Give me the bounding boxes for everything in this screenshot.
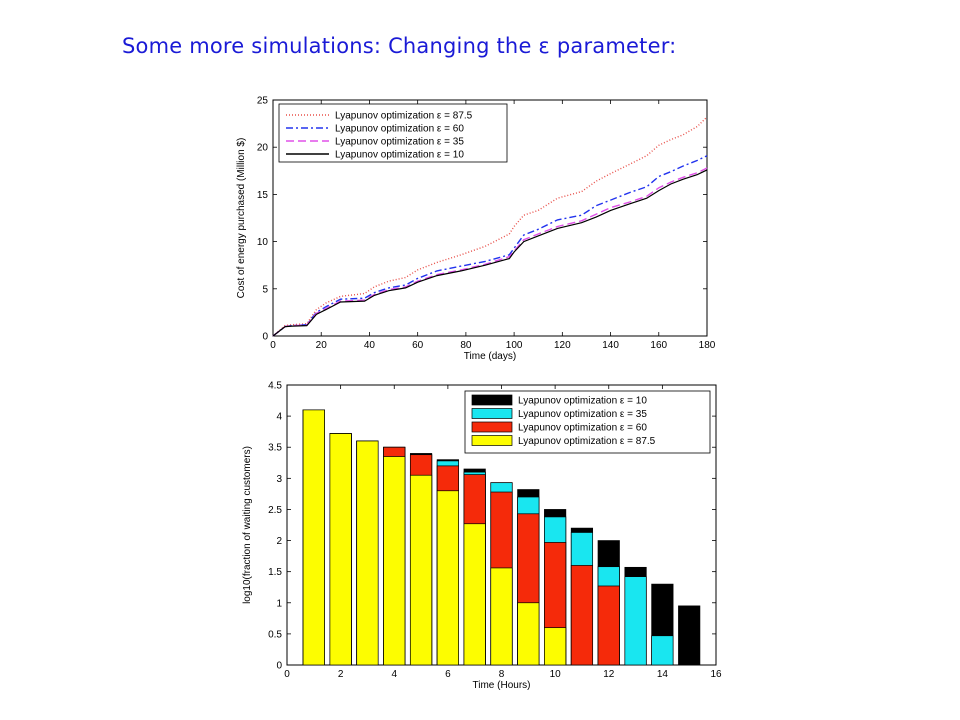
legend-label: Lyapunov optimization ε = 60: [335, 124, 464, 135]
y-axis-label: Cost of energy purchased (Million $): [236, 138, 247, 299]
y-tick-label: 0: [276, 661, 282, 672]
bar-3-5: [436, 490, 459, 666]
x-tick-label: 0: [284, 669, 290, 680]
legend-label: Lyapunov optimization ε = 87.5: [518, 436, 656, 447]
y-tick-label: 2: [276, 536, 282, 547]
bar-3-7: [490, 567, 513, 666]
x-tick-label: 140: [602, 340, 619, 351]
bar-3-3: [383, 456, 406, 666]
legend-label: Lyapunov optimization ε = 10: [518, 396, 647, 407]
bar-3-0: [302, 409, 325, 666]
y-tick-label: 3.5: [268, 443, 282, 454]
y-tick-label: 10: [257, 237, 269, 248]
x-tick-label: 160: [650, 340, 667, 351]
x-tick-label: 14: [657, 669, 669, 680]
cost-line-chart: 0 20 40 60 80 100 120 140 160 180 0 5 10 15 20 25 Time (…: [236, 96, 716, 363]
bar-3-2: [356, 440, 379, 666]
x-tick-label: 180: [699, 340, 716, 351]
bar-3-9: [544, 627, 567, 666]
waiting-customers-bar-chart: 0 2 4 6 8 10 12 14 16 0 0.5 1 1.5 2 2.5 3 3.5 4 4.5 Time (H…: [242, 381, 722, 692]
y-tick-label: 5: [262, 284, 268, 295]
y-tick-label: 25: [257, 96, 269, 107]
series-line-3: [272, 169, 708, 337]
bar-3-8: [517, 602, 540, 666]
y-tick-label: 4: [276, 412, 282, 423]
x-tick-label: 8: [499, 669, 505, 680]
bar-3-6: [463, 523, 486, 666]
x-tick-label: 10: [550, 669, 562, 680]
bar-3-4: [409, 474, 433, 666]
legend-swatch: [471, 394, 513, 406]
slide-title: Some more simulations: Changing the ε pa…: [122, 34, 677, 58]
legend-label: Lyapunov optimization ε = 87.5: [335, 111, 473, 122]
x-tick-label: 120: [554, 340, 571, 351]
y-tick-label: 1.5: [268, 567, 282, 578]
bar-3-1: [329, 433, 352, 666]
x-tick-label: 60: [412, 340, 424, 351]
x-tick-label: 6: [445, 669, 451, 680]
legend-label: Lyapunov optimization ε = 35: [518, 409, 647, 420]
legend-swatch: [471, 421, 513, 433]
legend-box: [278, 103, 508, 163]
x-tick-label: 40: [364, 340, 376, 351]
bar-0-14: [678, 605, 701, 666]
y-tick-label: 3: [276, 474, 282, 485]
x-tick-label: 4: [391, 669, 397, 680]
legend-swatch: [471, 435, 513, 446]
y-tick-label: 0: [262, 332, 268, 343]
x-axis-label: Time (Hours): [473, 680, 531, 691]
x-tick-label: 20: [316, 340, 328, 351]
legend-label: Lyapunov optimization ε = 10: [335, 150, 464, 161]
y-tick-label: 2.5: [268, 505, 282, 516]
x-axis-label: Time (days): [464, 351, 516, 362]
y-tick-label: 4.5: [268, 381, 282, 392]
bar-2-11: [597, 585, 620, 666]
x-tick-label: 100: [506, 340, 523, 351]
series-line-1: [272, 155, 708, 337]
x-tick-label: 2: [338, 669, 344, 680]
bar-1-12: [624, 576, 647, 666]
x-tick-label: 12: [603, 669, 615, 680]
legend-label: Lyapunov optimization ε = 35: [335, 137, 464, 148]
y-tick-label: 15: [257, 190, 269, 201]
y-axis-label: log10(fraction of waiting customers): [242, 446, 253, 604]
x-tick-label: 80: [460, 340, 472, 351]
y-tick-label: 20: [257, 143, 269, 154]
bar-1-13: [651, 635, 674, 666]
legend-label: Lyapunov optimization ε = 60: [518, 423, 647, 434]
y-tick-label: 1: [276, 598, 282, 609]
x-tick-label: 0: [270, 340, 276, 351]
series-line-2: [272, 167, 708, 337]
legend-swatch: [471, 408, 513, 419]
y-tick-label: 0.5: [268, 629, 282, 640]
bar-2-10: [570, 565, 594, 666]
x-tick-label: 16: [710, 669, 722, 680]
